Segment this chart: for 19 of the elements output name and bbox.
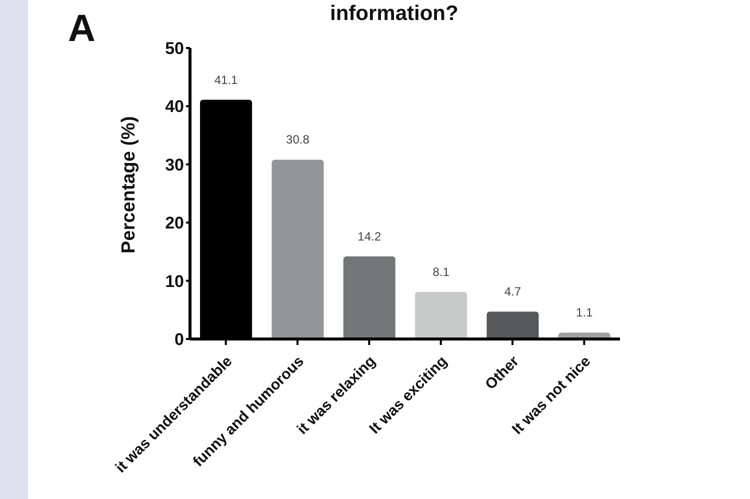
data-label: 41.1 [214,72,238,87]
y-tick-label: 30 [165,155,184,174]
y-tick-label: 20 [165,214,184,233]
y-tick-label: 40 [165,97,184,116]
text: A [68,8,96,51]
y-tick-label: 10 [165,272,184,291]
bar [415,292,468,339]
bar [343,256,396,339]
bar [486,312,539,339]
data-label: 30.8 [286,132,310,147]
chart-title: information? [330,2,458,26]
data-label: 1.1 [576,306,594,320]
data-label: 4.7 [504,284,522,299]
y-tick-label: 0 [174,330,184,350]
bar [272,160,324,339]
data-label: 14.2 [358,229,382,244]
y-axis-title: Percentage (%) [118,116,140,254]
y-tick-label: 50 [165,39,184,58]
data-label: 8.1 [432,264,450,279]
